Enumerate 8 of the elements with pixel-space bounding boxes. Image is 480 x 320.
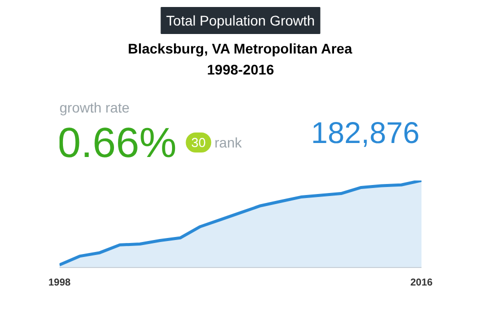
x-tick-label: 2016 bbox=[410, 278, 434, 288]
text: 182,876 bbox=[311, 117, 420, 150]
chart-subtitle: Blacksburg, VA Metropolitan Area 1998-2016 bbox=[128, 40, 352, 78]
text: rank bbox=[214, 134, 243, 150]
x-tick-label: 1998 bbox=[48, 278, 72, 288]
text: growth rate bbox=[60, 100, 130, 116]
text: 30 bbox=[191, 135, 206, 150]
chart-title: Total Population Growth bbox=[166, 12, 315, 28]
